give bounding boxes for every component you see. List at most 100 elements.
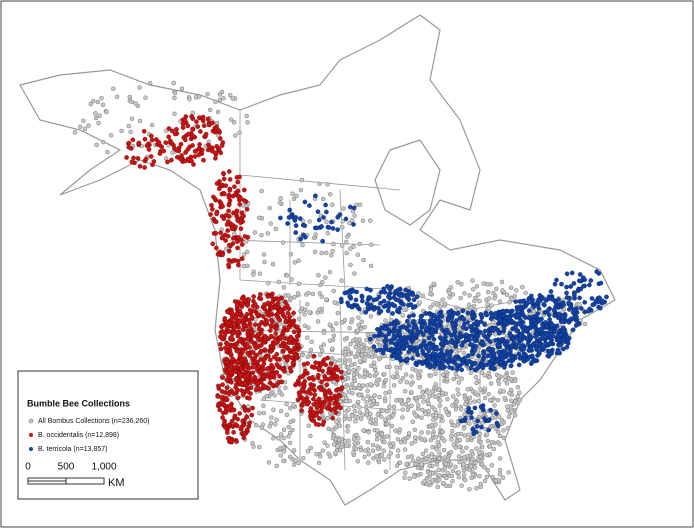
collection-point [496, 330, 502, 336]
collection-point [258, 357, 263, 362]
collection-point [383, 469, 389, 475]
collection-point [104, 109, 109, 115]
collection-point [250, 350, 256, 355]
collection-point [357, 385, 362, 391]
collection-point [426, 335, 432, 341]
collection-point [214, 181, 220, 186]
collection-point [273, 336, 278, 341]
collection-point [371, 456, 376, 461]
collection-point [433, 435, 439, 440]
collection-point [320, 196, 326, 202]
collection-point [200, 114, 206, 120]
collection-point [395, 287, 401, 293]
collection-point [321, 419, 327, 425]
collection-point [357, 241, 363, 247]
collection-point [490, 474, 495, 480]
collection-point [422, 437, 428, 442]
collection-point [291, 448, 297, 453]
collection-point [419, 415, 424, 420]
collection-point [127, 94, 133, 100]
collection-point [274, 351, 280, 357]
collection-point [278, 308, 283, 314]
collection-point [482, 478, 488, 484]
scale-bar [65, 477, 105, 485]
collection-point [437, 451, 442, 457]
collection-point [482, 386, 488, 391]
collection-point [491, 351, 497, 356]
collection-point [479, 424, 484, 430]
collection-point [261, 396, 267, 401]
collection-point [352, 441, 358, 446]
collection-point [473, 390, 478, 395]
collection-point [398, 379, 403, 384]
collection-point [330, 415, 336, 421]
collection-point [186, 131, 191, 137]
collection-point [568, 316, 574, 322]
collection-point [548, 351, 554, 357]
collection-point [300, 373, 305, 379]
collection-point [244, 311, 250, 317]
collection-point [448, 339, 454, 345]
collection-point [501, 313, 506, 318]
collection-point [525, 300, 531, 306]
collection-point [298, 236, 304, 242]
collection-point [480, 406, 485, 411]
collection-point [284, 356, 290, 361]
collection-point [378, 347, 383, 353]
collection-point [433, 422, 438, 427]
collection-point [213, 231, 219, 236]
collection-point [449, 428, 455, 434]
collection-point [182, 158, 188, 164]
collection-point [268, 349, 273, 354]
collection-point [460, 360, 465, 366]
collection-point [324, 405, 330, 411]
collection-point [421, 394, 426, 400]
collection-point [283, 319, 289, 325]
collection-point [453, 407, 459, 412]
collection-point [276, 296, 282, 302]
collection-point [291, 196, 297, 202]
collection-point [77, 124, 83, 129]
collection-point [482, 416, 487, 421]
collection-point [462, 433, 468, 438]
collection-point [298, 308, 303, 314]
collection-point [311, 402, 317, 407]
collection-point [323, 202, 328, 208]
collection-point [410, 458, 416, 464]
collection-point [470, 351, 475, 357]
collection-point [365, 388, 370, 394]
collection-point [253, 387, 259, 393]
collection-point [404, 318, 410, 324]
collection-point [274, 417, 279, 423]
collection-point [319, 405, 325, 411]
collection-point [258, 343, 264, 348]
collection-point [269, 305, 275, 311]
collection-point [225, 359, 230, 365]
collection-point [357, 359, 363, 364]
collection-point [517, 306, 522, 311]
collection-point [216, 383, 221, 389]
collection-point [269, 343, 274, 349]
collection-point [213, 156, 218, 161]
collection-point [192, 149, 198, 154]
collection-point [238, 226, 244, 232]
collection-point [409, 339, 415, 345]
collection-point [417, 300, 422, 305]
collection-point [486, 296, 492, 301]
collection-point [378, 300, 383, 306]
collection-point [315, 209, 321, 215]
collection-point [464, 445, 469, 451]
collection-point [296, 258, 301, 263]
collection-point [238, 196, 244, 201]
collection-point [262, 384, 267, 389]
collection-point [388, 443, 394, 449]
collection-point [360, 348, 365, 354]
collection-point [376, 459, 382, 465]
collection-point [128, 129, 133, 135]
collection-point [461, 462, 466, 467]
collection-point [267, 328, 273, 333]
collection-point [461, 316, 466, 322]
collection-point [330, 248, 335, 254]
collection-point [179, 86, 185, 92]
collection-point [395, 320, 401, 326]
